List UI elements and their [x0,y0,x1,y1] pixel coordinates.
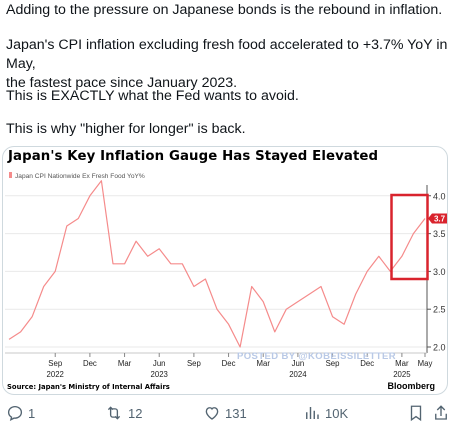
repost-count: 12 [128,405,143,421]
share-button[interactable] [433,404,449,422]
x-tick-label: May [418,359,433,368]
bookmark-icon [410,405,422,422]
x-tick-label: Dec [83,359,97,368]
y-tick-label: 3.5 [433,229,446,239]
x-tick-label: Mar [395,359,409,368]
reply-button[interactable]: 1 [6,404,35,422]
tweet-line: Japan's CPI inflation excluding fresh fo… [6,37,448,72]
y-tick-label: 2.5 [433,305,446,315]
heart-icon [205,407,219,420]
views-count: 10K [325,405,349,421]
like-count: 131 [225,405,247,421]
tweet-paragraph: This is why "higher for longer" is back. [6,121,246,137]
repost-button[interactable]: 12 [104,404,142,422]
x-tick-label: Jun [292,359,305,368]
legend-label: Japan CPI Nationwide Ex Fresh Food YoY% [15,173,145,180]
tweet-action-bar: 1 12 131 10K [0,398,456,428]
bookmark-button[interactable] [408,404,424,422]
y-tick-label: 2.0 [433,343,446,353]
reply-icon [7,405,23,422]
x-tick-label: Jun [153,359,166,368]
share-icon [435,405,447,420]
chart-image[interactable]: 2.0 2.5 3.0 3.5 4.0 Japan CPI Nationwide Ex F… [2,146,448,395]
legend-swatch [9,172,12,178]
watermark: POSTED BY @KOBEISSILETTER [237,351,396,362]
tweet-paragraph: This is EXACTLY what the Fed wants to av… [6,88,299,104]
tweet-paragraph: Japan's CPI inflation excluding fresh fo… [6,36,452,93]
x-tick-label: Mar [257,359,271,368]
x-tick-year: 2025 [393,370,411,379]
series-line [8,180,426,348]
chart-source: Source: Japan's Ministry of Internal Aff… [7,383,170,391]
x-tick-label: Sep [48,359,63,368]
x-tick-label: Dec [360,359,374,368]
views-chart-icon [306,407,319,419]
x-tick-label: Sep [187,359,202,368]
x-tick-year: 2022 [47,370,64,379]
x-tick-label: Dec [222,359,236,368]
tweet-paragraph: Adding to the pressure on Japanese bonds… [6,2,443,18]
y-tick-label: 3.0 [433,267,446,277]
repost-icon [107,406,121,420]
like-button[interactable]: 131 [203,404,247,422]
tweet-line: the fastest pace since January 2023. [6,75,238,91]
highlight-box [390,193,429,281]
last-value-label: 3.7 [434,214,446,223]
x-tick-year: 2023 [151,370,168,379]
last-value-badge [428,213,447,224]
line-chart: 2.0 2.5 3.0 3.5 4.0 Japan CPI Nationwide Ex F… [5,172,447,391]
reply-count: 1 [28,405,36,421]
y-tick-label: 4.0 [433,191,446,201]
x-tick-label: Sep [326,359,341,368]
x-tick-label: Mar [118,359,132,368]
x-tick-year: 2024 [289,370,307,379]
bloomberg-logo: Bloomberg [387,381,435,391]
views-button[interactable]: 10K [303,404,348,422]
chart-title: Japan's Key Inflation Gauge Has Stayed E… [8,149,379,164]
